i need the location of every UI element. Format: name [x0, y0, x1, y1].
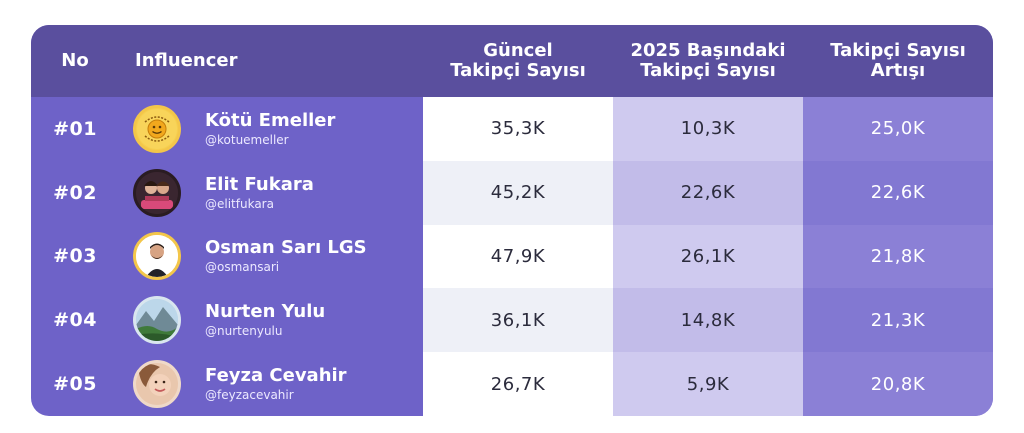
influencer-table-card: No Influencer Güncel Takipçi Sayısı 2025… [31, 25, 993, 416]
header-current-followers: Güncel Takipçi Sayısı [423, 25, 613, 97]
start-followers-cell: 14,8K [613, 288, 803, 353]
influencer-handle: @elitfukara [205, 196, 274, 211]
start-followers-cell: 10,3K [613, 97, 803, 161]
rank-cell: #05 [53, 373, 97, 396]
header-follower-increase: Takipçi Sayısı Artışı [803, 25, 993, 97]
influencer-handle: @kotuemeller [205, 132, 289, 147]
increase-cell: 21,3K [803, 288, 993, 353]
current-followers-cell: 35,3K [423, 97, 613, 161]
start-followers-cell: 5,9K [613, 352, 803, 416]
rank-cell: #01 [53, 117, 97, 140]
influencer-name: Osman Sarı LGS [205, 237, 367, 259]
influencer-name: Nurten Yulu [205, 301, 326, 323]
influencer-cell: Nurten Yulu @nurtenyulu [119, 288, 423, 352]
influencer-name: Kötü Emeller [205, 109, 336, 131]
start-followers-cell: 26,1K [613, 224, 803, 289]
influencer-name: Feyza Cevahir [205, 365, 347, 387]
header-increase-line1: Takipçi Sayısı [830, 40, 966, 61]
increase-cell: 20,8K [803, 352, 993, 416]
header-influencer: Influencer [135, 50, 238, 71]
rank-cell: #02 [53, 181, 97, 204]
header-start-followers: 2025 Başındaki Takipçi Sayısı [613, 25, 803, 97]
rank-cell: #03 [53, 245, 97, 268]
table-row: #02 [31, 160, 993, 225]
table-row: #03 Osman Sa [31, 224, 993, 289]
woman-portrait-avatar-icon [133, 360, 181, 409]
increase-cell: 21,8K [803, 224, 993, 289]
table-row: #01 [31, 97, 993, 161]
header-start-line1: 2025 Başındaki [630, 40, 786, 61]
current-followers-cell: 36,1K [423, 288, 613, 353]
influencer-handle: @osmansari [205, 260, 280, 275]
header-current-line2: Takipçi Sayısı [450, 60, 586, 81]
rank-cell: #04 [53, 309, 97, 332]
man-portrait-avatar-icon [133, 232, 181, 281]
table-row: #05 [31, 352, 993, 416]
influencer-cell: Feyza Cevahir @feyzacevahir [119, 352, 423, 416]
influencer-handle: @feyzacevahir [205, 388, 294, 403]
current-followers-cell: 26,7K [423, 352, 613, 416]
influencer-cell: Elit Fukara @elitfukara [119, 161, 423, 225]
table-header-row: No Influencer Güncel Takipçi Sayısı 2025… [31, 25, 993, 97]
current-followers-cell: 45,2K [423, 160, 613, 225]
header-no: No [61, 50, 89, 71]
header-current-line1: Güncel [483, 40, 553, 61]
influencer-cell: Kötü Emeller @kotuemeller [119, 97, 423, 161]
landscape-avatar-icon [133, 296, 181, 345]
influencer-name: Elit Fukara [205, 173, 314, 195]
emoji-logo-avatar-icon [133, 104, 181, 153]
influencer-handle: @nurtenyulu [205, 324, 283, 339]
increase-cell: 22,6K [803, 160, 993, 225]
start-followers-cell: 22,6K [613, 160, 803, 225]
current-followers-cell: 47,9K [423, 224, 613, 289]
influencer-table: No Influencer Güncel Takipçi Sayısı 2025… [31, 25, 993, 416]
increase-cell: 25,0K [803, 97, 993, 161]
header-start-line2: Takipçi Sayısı [640, 60, 776, 81]
influencer-cell: Osman Sarı LGS @osmansari [119, 225, 423, 289]
couple-photo-avatar-icon [133, 168, 181, 217]
table-row: #04 Nurten Yulu [31, 288, 993, 353]
header-increase-line2: Artışı [870, 60, 926, 81]
